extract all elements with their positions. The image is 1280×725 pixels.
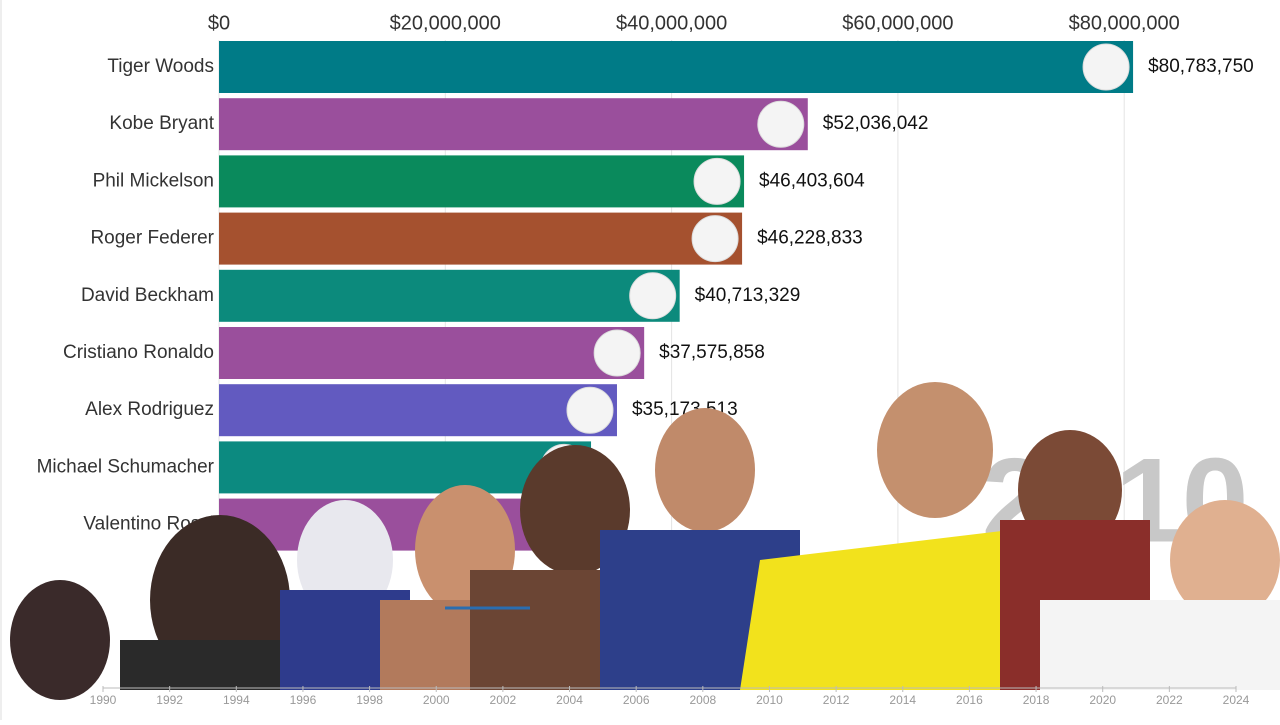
bar <box>219 98 808 151</box>
timeline-tick-label: 1992 <box>156 693 183 707</box>
category-label: Tiger Woods <box>107 56 214 77</box>
timeline-tick-label: 2010 <box>756 693 783 707</box>
category-label: Roger Federer <box>90 228 214 249</box>
grid: $0 $20,000,000 $40,000,000 $60,000,000 $80,0… <box>208 12 1180 560</box>
category-label: Alex Rodriguez <box>85 399 214 420</box>
value-label: $37,575,858 <box>659 342 765 363</box>
category-label: Michael Schumacher <box>37 456 215 477</box>
x-tick-label: $0 <box>208 12 230 34</box>
timeline-tick-label: 2018 <box>1023 693 1050 707</box>
timeline-tick-label: 1998 <box>356 693 383 707</box>
x-tick-label: $60,000,000 <box>842 12 953 34</box>
timeline-tick-label: 2014 <box>889 693 916 707</box>
flag <box>693 157 741 205</box>
timeline-tick-label: 2016 <box>956 693 983 707</box>
timeline-tick-label: 1996 <box>290 693 317 707</box>
timeline-tick-label: 2020 <box>1089 693 1116 707</box>
value-label: $46,228,833 <box>757 228 863 249</box>
timeline-tick-label: 1990 <box>90 693 117 707</box>
value-label: $52,036,042 <box>823 113 929 134</box>
flag <box>593 329 641 377</box>
bar <box>219 269 680 322</box>
flag <box>629 272 677 320</box>
timeline-tick-label: 2002 <box>490 693 517 707</box>
flag <box>757 100 805 148</box>
x-tick-label: $40,000,000 <box>616 12 727 34</box>
value-label: $46,403,604 <box>759 170 865 191</box>
category-label: Cristiano Ronaldo <box>63 342 214 363</box>
bar <box>219 212 743 265</box>
category-label: Phil Mickelson <box>93 170 214 191</box>
bar <box>219 41 1134 93</box>
timeline-tick-label: 2006 <box>623 693 650 707</box>
category-label: Kobe Bryant <box>109 113 214 134</box>
flag <box>566 386 614 434</box>
bar <box>219 327 645 379</box>
value-label: $40,713,329 <box>695 285 801 306</box>
timeline-tick-label: 1994 <box>223 693 250 707</box>
x-tick-label: $80,000,000 <box>1069 12 1180 34</box>
value-label: $80,783,750 <box>1148 56 1254 77</box>
timeline-tick-label: 2000 <box>423 693 450 707</box>
flag <box>691 215 739 263</box>
timeline-tick-label: 2008 <box>689 693 716 707</box>
bar <box>219 155 745 208</box>
timeline-tick-label: 2012 <box>823 693 850 707</box>
flag <box>1082 43 1130 91</box>
bar <box>219 384 617 437</box>
timeline-tick-label: 2022 <box>1156 693 1183 707</box>
category-label: David Beckham <box>81 285 214 306</box>
photo-collage <box>10 382 1280 700</box>
timeline-tick-label: 2024 <box>1223 693 1250 707</box>
bars: Tiger Woods $80,783,750 Kobe Bryant $52,036… <box>37 41 1254 551</box>
timeline-tick-label: 2004 <box>556 693 583 707</box>
x-tick-label: $20,000,000 <box>390 12 501 34</box>
timeline: 1990 1992 1994 1996 1998 2000 2002 2004 2006 2008… <box>90 686 1250 707</box>
